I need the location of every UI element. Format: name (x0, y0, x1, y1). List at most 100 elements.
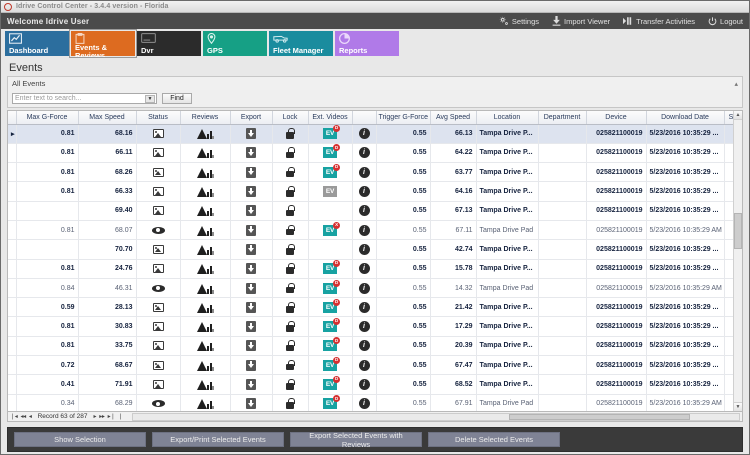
cell-status[interactable] (136, 297, 181, 318)
cell-info[interactable]: i (352, 374, 377, 395)
info-icon[interactable]: i (358, 205, 370, 217)
cell-info[interactable]: i (352, 143, 377, 164)
ext-video-icon[interactable]: EV D (323, 395, 340, 410)
reviews-icon[interactable] (196, 167, 214, 178)
nav-tile-dashboard[interactable]: Dashboard (5, 31, 69, 56)
cell-export[interactable] (230, 297, 273, 318)
ext-video-icon[interactable]: EV D (323, 125, 340, 140)
cell-reviews[interactable] (180, 181, 231, 202)
header-max-gforce[interactable]: Max G-Force (16, 111, 79, 125)
reviews-icon[interactable] (196, 302, 214, 313)
scroll-up-icon[interactable]: ▲ (734, 111, 742, 120)
lock-icon[interactable] (286, 128, 295, 139)
info-icon[interactable]: i (358, 147, 370, 159)
reviews-icon[interactable] (196, 379, 214, 390)
image-icon[interactable] (152, 341, 164, 351)
cell-status[interactable] (136, 316, 181, 337)
cell-status[interactable] (136, 162, 181, 183)
export-download-icon[interactable] (246, 263, 256, 275)
ext-video-icon[interactable]: EV D (323, 260, 340, 275)
cell-ext-videos[interactable]: EV D (308, 374, 353, 395)
ext-video-icon[interactable]: EV D (323, 144, 340, 159)
export-download-icon[interactable] (246, 205, 256, 217)
header-info[interactable] (352, 111, 377, 125)
info-icon[interactable]: i (358, 301, 370, 313)
logout-button[interactable]: Logout (708, 17, 743, 26)
reviews-icon[interactable] (196, 340, 214, 352)
cell-ext-videos[interactable]: EV D (308, 394, 353, 411)
next-record-button[interactable]: ▸ (93, 414, 97, 420)
grid-vertical-scrollbar[interactable]: ▲ ▼ (733, 111, 742, 411)
cell-ext-videos[interactable]: EV X (308, 220, 353, 241)
lock-icon[interactable] (286, 282, 295, 294)
cell-status[interactable] (136, 394, 181, 411)
lock-icon[interactable] (286, 340, 295, 352)
header-device[interactable]: Device (586, 111, 647, 125)
info-icon[interactable]: i (358, 243, 370, 255)
cell-info[interactable]: i (352, 336, 377, 357)
cell-lock[interactable] (272, 394, 309, 411)
cell-lock[interactable] (272, 316, 309, 337)
reviews-icon[interactable] (196, 205, 214, 217)
cell-lock[interactable] (272, 239, 309, 260)
lock-icon[interactable] (286, 263, 295, 274)
info-icon[interactable]: i (358, 282, 370, 294)
export-download-icon[interactable] (246, 301, 256, 313)
hscroll-thumb[interactable] (508, 413, 691, 420)
cell-status[interactable] (136, 143, 181, 164)
info-icon[interactable]: i (358, 321, 370, 333)
nav-tile-reports[interactable]: Reports (335, 31, 399, 56)
export-download-icon[interactable] (246, 398, 256, 410)
eye-icon[interactable] (151, 399, 165, 408)
image-icon[interactable] (152, 322, 164, 332)
image-icon[interactable] (152, 187, 164, 197)
export-download-icon[interactable] (246, 243, 256, 255)
cell-reviews[interactable] (180, 394, 231, 411)
info-icon[interactable]: i (358, 263, 370, 275)
cell-status[interactable] (136, 181, 181, 202)
table-row[interactable]: 70.70 i 0.55 42.74 Tampa Drive P... 025821100… (8, 239, 742, 260)
transfer-activities-button[interactable]: Transfer Activities (623, 16, 695, 26)
cell-status[interactable] (136, 239, 181, 260)
action-delete-selected-events-button[interactable]: Delete Selected Events (428, 432, 560, 447)
table-row[interactable]: 0.41 71.91 EV D i 0.55 68.52 Tampa Drive P... 02… (8, 374, 742, 395)
cell-status[interactable] (136, 220, 181, 241)
cell-export[interactable] (230, 336, 273, 357)
table-row[interactable]: 0.81 68.26 EV D i 0.55 63.77 Tampa Drive P... 02… (8, 162, 742, 183)
cell-info[interactable]: i (352, 278, 377, 299)
collapse-icon[interactable]: ▴ (734, 80, 738, 88)
grid-horizontal-scrollbar[interactable] (131, 412, 740, 421)
export-download-icon[interactable] (246, 379, 256, 390)
header-avg-speed[interactable]: Avg Speed (430, 111, 477, 125)
cell-status[interactable] (136, 124, 181, 144)
ext-video-icon[interactable]: EV D (323, 163, 340, 178)
reviews-icon[interactable] (196, 398, 214, 410)
lock-icon[interactable] (286, 186, 295, 197)
table-row[interactable]: ▸ 0.81 68.16 EV D i 0.55 66.13 Tampa Drive P... 0… (8, 124, 742, 144)
table-row[interactable]: 0.72 68.67 EV D i 0.55 67.47 Tampa Drive P... 02… (8, 355, 742, 376)
cell-reviews[interactable] (180, 355, 231, 376)
cell-lock[interactable] (272, 143, 309, 164)
cell-reviews[interactable] (180, 201, 231, 221)
cell-ext-videos[interactable]: EV (308, 181, 353, 202)
cell-status[interactable] (136, 278, 181, 299)
info-icon[interactable]: i (358, 186, 370, 198)
header-reviews[interactable]: Reviews (180, 111, 231, 125)
image-icon[interactable] (152, 302, 164, 312)
cell-info[interactable]: i (352, 124, 377, 144)
ext-video-icon[interactable]: EV D (323, 318, 340, 333)
table-row[interactable]: 0.81 66.33 EV i 0.55 64.16 Tampa Drive P... 025… (8, 181, 742, 202)
cell-lock[interactable] (272, 220, 309, 241)
ext-video-icon[interactable]: EV X (323, 221, 340, 236)
header-department[interactable]: Department (538, 111, 587, 125)
export-download-icon[interactable] (246, 166, 256, 178)
first-record-button[interactable]: ❘◂ (10, 414, 18, 420)
header-ext-videos[interactable]: Ext. Videos (308, 111, 353, 125)
cell-export[interactable] (230, 162, 273, 183)
cell-ext-videos[interactable]: EV D (308, 259, 353, 279)
cell-export[interactable] (230, 355, 273, 376)
export-download-icon[interactable] (246, 224, 256, 236)
eye-icon[interactable] (151, 226, 165, 235)
cell-export[interactable] (230, 143, 273, 164)
info-icon[interactable]: i (358, 166, 370, 178)
